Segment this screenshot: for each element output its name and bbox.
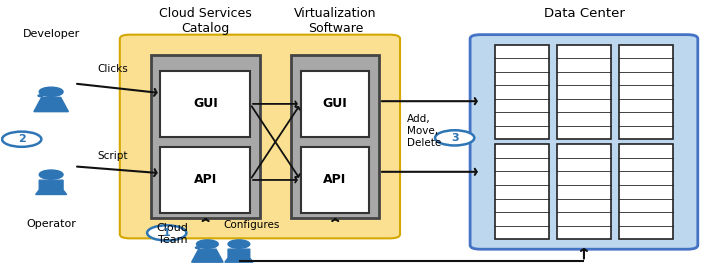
FancyBboxPatch shape xyxy=(291,55,379,218)
Text: GUI: GUI xyxy=(322,97,347,110)
FancyBboxPatch shape xyxy=(557,45,611,140)
FancyBboxPatch shape xyxy=(120,35,400,238)
Text: Cloud Services
Catalog: Cloud Services Catalog xyxy=(159,7,251,35)
Text: Clicks: Clicks xyxy=(98,64,128,74)
FancyBboxPatch shape xyxy=(300,71,369,136)
FancyBboxPatch shape xyxy=(557,144,611,239)
Polygon shape xyxy=(36,180,67,194)
Polygon shape xyxy=(34,97,68,112)
Polygon shape xyxy=(225,249,253,262)
FancyBboxPatch shape xyxy=(300,147,369,213)
FancyBboxPatch shape xyxy=(619,45,673,140)
Text: 1: 1 xyxy=(163,228,171,238)
Text: GUI: GUI xyxy=(193,97,218,110)
FancyBboxPatch shape xyxy=(152,55,260,218)
Circle shape xyxy=(39,170,63,179)
Text: Cloud
Team: Cloud Team xyxy=(157,223,188,245)
FancyBboxPatch shape xyxy=(161,71,250,136)
Text: API: API xyxy=(323,173,347,186)
FancyBboxPatch shape xyxy=(470,35,698,249)
Circle shape xyxy=(435,130,475,146)
FancyBboxPatch shape xyxy=(495,45,548,140)
Text: Script: Script xyxy=(98,151,128,161)
FancyBboxPatch shape xyxy=(495,144,548,239)
Text: Virtualization
Software: Virtualization Software xyxy=(294,7,377,35)
Text: Developer: Developer xyxy=(22,29,80,39)
Circle shape xyxy=(2,132,41,147)
Polygon shape xyxy=(192,249,223,262)
Circle shape xyxy=(147,225,186,241)
FancyBboxPatch shape xyxy=(619,144,673,239)
Circle shape xyxy=(39,87,63,96)
Text: 3: 3 xyxy=(451,133,458,143)
Text: 2: 2 xyxy=(18,134,25,144)
Circle shape xyxy=(195,247,200,248)
Text: Configures: Configures xyxy=(223,220,279,230)
FancyBboxPatch shape xyxy=(161,147,250,213)
Circle shape xyxy=(197,240,218,248)
Text: API: API xyxy=(194,173,217,186)
Circle shape xyxy=(38,95,43,97)
Text: Data Center: Data Center xyxy=(544,7,625,20)
Circle shape xyxy=(228,240,250,248)
Text: Add,
Move,
Delete: Add, Move, Delete xyxy=(407,114,442,148)
Text: Operator: Operator xyxy=(26,219,76,229)
